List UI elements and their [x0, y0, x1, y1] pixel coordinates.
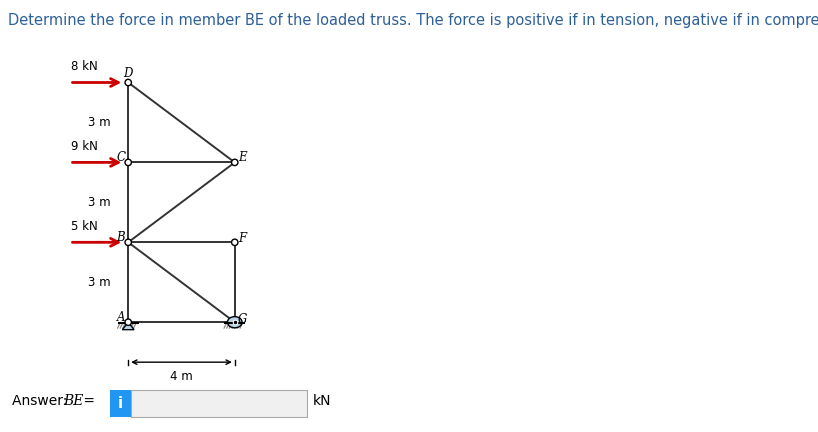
Text: E: E: [238, 151, 246, 164]
Text: 9 kN: 9 kN: [71, 140, 98, 153]
Text: G: G: [237, 313, 247, 326]
Text: kN: kN: [312, 394, 331, 408]
Text: BE: BE: [63, 394, 83, 408]
Text: 5 kN: 5 kN: [71, 220, 97, 233]
Circle shape: [231, 159, 238, 165]
Text: 3 m: 3 m: [88, 276, 111, 289]
Text: Answer:: Answer:: [12, 394, 72, 408]
Text: 8 kN: 8 kN: [71, 60, 97, 73]
Circle shape: [125, 319, 132, 325]
Polygon shape: [123, 322, 134, 330]
Circle shape: [125, 239, 132, 245]
Text: 4 m: 4 m: [170, 370, 193, 383]
Text: 3 m: 3 m: [88, 196, 111, 209]
Circle shape: [125, 79, 132, 86]
Circle shape: [231, 239, 238, 245]
Text: 3 m: 3 m: [88, 116, 111, 129]
Text: B: B: [116, 231, 125, 244]
Text: i: i: [118, 396, 124, 411]
Text: =: =: [79, 394, 95, 408]
Circle shape: [125, 159, 132, 165]
Text: C: C: [116, 151, 125, 164]
Text: Determine the force in member BE of the loaded truss. The force is positive if i: Determine the force in member BE of the …: [8, 13, 818, 28]
Text: A: A: [116, 311, 125, 324]
Text: F: F: [238, 232, 246, 245]
Ellipse shape: [227, 317, 242, 328]
Text: D: D: [124, 67, 133, 80]
